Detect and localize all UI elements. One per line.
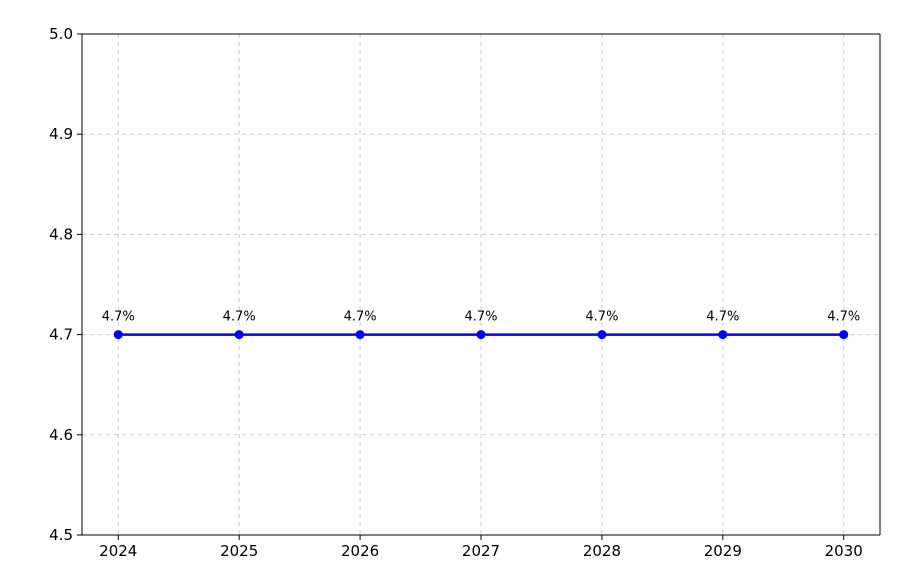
chart-svg: 2024 2025 2026 2027 2028 2029 2030 4.5 4.6 4.7 4.8… [0, 0, 900, 581]
data-point-label: 4.7% [464, 310, 497, 325]
data-marker [356, 330, 365, 339]
y-tick-label: 5.0 [49, 25, 73, 43]
chart-bg [0, 0, 900, 581]
x-tick-label: 2026 [341, 542, 379, 560]
x-tick-label: 2027 [462, 542, 500, 560]
data-point-label: 4.7% [223, 310, 256, 325]
y-tick-label: 4.8 [49, 225, 73, 243]
data-marker [114, 330, 123, 339]
data-marker [235, 330, 244, 339]
x-tick-label: 2025 [220, 542, 258, 560]
data-marker [839, 330, 848, 339]
data-marker [718, 330, 727, 339]
data-point-label: 4.7% [102, 310, 135, 325]
data-point-label: 4.7% [585, 310, 618, 325]
data-point-label: 4.7% [827, 310, 860, 325]
x-tick-label: 2028 [583, 542, 621, 560]
y-tick-label: 4.7 [49, 326, 73, 344]
data-point-label: 4.7% [706, 310, 739, 325]
data-marker [597, 330, 606, 339]
y-tick-label: 4.9 [49, 125, 73, 143]
data-marker [477, 330, 486, 339]
x-tick-label: 2030 [825, 542, 863, 560]
y-tick-label: 4.5 [49, 526, 73, 544]
chart-container: Wachstumsraten der Hardwarebranche bis 2… [0, 0, 900, 581]
x-tick-label: 2029 [704, 542, 742, 560]
x-tick-label: 2024 [99, 542, 137, 560]
data-point-label: 4.7% [344, 310, 377, 325]
y-tick-label: 4.6 [49, 426, 73, 444]
